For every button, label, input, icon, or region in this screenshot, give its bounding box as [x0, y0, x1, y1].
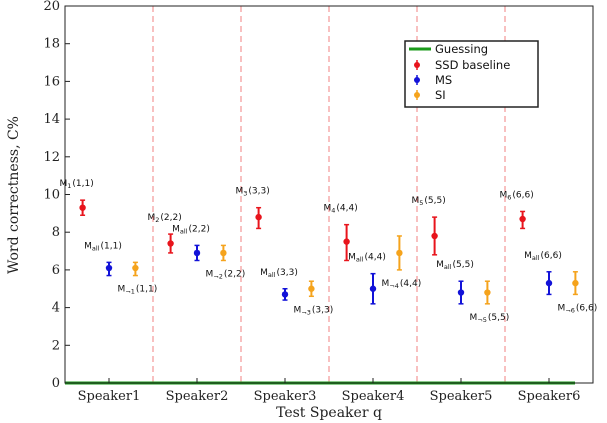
point-annotation: M¬3(3,3) — [294, 305, 334, 316]
data-point — [484, 289, 491, 296]
y-tick-label: 6 — [52, 263, 60, 278]
legend-marker — [414, 77, 420, 83]
data-point — [308, 285, 315, 292]
legend-label: MS — [435, 73, 452, 87]
y-tick-label: 14 — [43, 112, 60, 127]
y-axis-label: Word correctness, C% — [6, 116, 22, 274]
point-annotation: Mall(5,5) — [436, 260, 474, 271]
y-tick-label: 20 — [43, 0, 60, 14]
series-layer — [79, 199, 579, 305]
x-axis-label: Test Speaker q — [276, 405, 382, 421]
point-annotation: M¬4(4,4) — [382, 279, 422, 290]
y-tick-label: 16 — [43, 74, 60, 89]
x-tick-label: Speaker2 — [166, 389, 229, 404]
legend-marker — [414, 92, 420, 98]
data-point — [343, 238, 350, 245]
series-2 — [132, 235, 579, 305]
annotations-layer: M1(1,1) M2(2,2) M3(3,3) M4(4,4) M5(5,5) M6(6,… — [59, 179, 597, 324]
legend-label: SSD baseline — [435, 58, 510, 72]
point-annotation: M3(3,3) — [235, 187, 269, 198]
data-point — [79, 204, 86, 211]
legend-marker — [414, 62, 420, 68]
data-point — [167, 240, 174, 247]
data-point — [572, 279, 579, 287]
point-annotation: M¬6(6,6) — [558, 303, 598, 314]
y-tick-label: 8 — [52, 225, 60, 240]
data-point — [396, 249, 403, 257]
point-annotation: Mall(1,1) — [84, 241, 122, 252]
data-point — [255, 213, 262, 221]
point-annotation: Mall(6,6) — [524, 251, 562, 262]
point-annotation: Mall(2,2) — [172, 224, 210, 235]
point-annotation: M¬2(2,2) — [206, 269, 246, 280]
point-annotation: M2(2,2) — [147, 213, 181, 224]
point-annotation: M5(5,5) — [411, 196, 445, 207]
x-tick-label: Speaker5 — [430, 389, 493, 404]
point-annotation: M1(1,1) — [59, 179, 93, 190]
data-point — [545, 279, 553, 287]
legend-box — [404, 40, 539, 108]
data-point — [132, 264, 139, 272]
series-0 — [79, 199, 526, 262]
data-point — [519, 215, 526, 223]
data-point — [193, 249, 201, 257]
point-annotation: Mall(4,4) — [348, 253, 386, 264]
y-tick-label: 18 — [43, 37, 60, 52]
data-point — [220, 249, 227, 257]
x-tick-label: Speaker1 — [78, 389, 141, 404]
y-tick-label: 2 — [52, 338, 60, 353]
y-axis-ticks: 0 2 4 6 8 10 12 14 16 18 20 — [43, 0, 70, 391]
point-annotation: M¬1(1,1) — [118, 285, 158, 296]
x-axis-ticks: Speaker1 Speaker2 Speaker3 Speaker4 Speaker5… — [78, 378, 581, 404]
point-annotation: M¬5(5,5) — [470, 313, 510, 324]
data-point — [281, 291, 289, 298]
series-1 — [105, 244, 553, 305]
data-point — [431, 232, 438, 240]
point-annotation: Mall(3,3) — [260, 268, 298, 279]
y-tick-label: 12 — [43, 150, 60, 165]
point-annotation: M4(4,4) — [323, 204, 357, 215]
data-point — [457, 289, 465, 296]
point-annotation: M6(6,6) — [499, 190, 533, 201]
x-tick-label: Speaker6 — [518, 389, 581, 404]
y-tick-label: 4 — [52, 301, 60, 316]
legend-guessing-label: Guessing — [435, 42, 488, 56]
x-tick-label: Speaker4 — [342, 389, 405, 404]
y-tick-label: 0 — [52, 376, 60, 391]
data-point — [369, 285, 377, 292]
legend-label: SI — [435, 88, 446, 102]
x-tick-label: Speaker3 — [254, 389, 317, 404]
y-tick-label: 10 — [43, 188, 60, 203]
data-point — [105, 264, 113, 272]
